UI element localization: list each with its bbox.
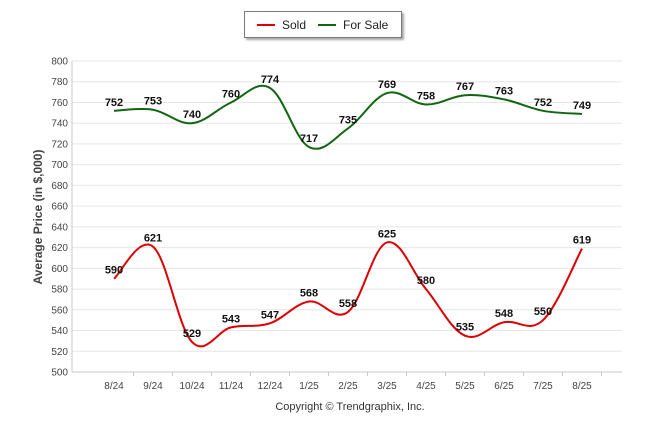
x-tick-label: 8/25 bbox=[572, 381, 592, 392]
y-tick-label: 740 bbox=[51, 119, 68, 130]
x-tick-label: 4/25 bbox=[416, 381, 436, 392]
y-tick-label: 640 bbox=[51, 222, 68, 233]
data-label-sold: 619 bbox=[573, 235, 591, 247]
data-label-sold: 621 bbox=[144, 233, 162, 245]
x-tick-label: 5/25 bbox=[455, 381, 475, 392]
y-axis-label: Average Price (in $,000) bbox=[31, 149, 45, 285]
series-line-for-sale bbox=[113, 84, 583, 150]
y-tick-label: 700 bbox=[51, 160, 68, 171]
x-tick-label: 2/25 bbox=[338, 381, 358, 392]
copyright-text: Copyright © Trendgraphix, Inc. bbox=[275, 401, 425, 413]
data-label-sold: 568 bbox=[300, 288, 318, 300]
data-label-sold: 547 bbox=[261, 309, 279, 321]
y-tick-label: 520 bbox=[51, 347, 68, 358]
x-tick-label: 6/25 bbox=[494, 381, 514, 392]
axes: 500 520 540 560 580 600 620 640 660 680 700 720 740 7… bbox=[51, 57, 622, 392]
data-label-for-sale: 767 bbox=[456, 81, 474, 93]
data-label-for-sale: 753 bbox=[144, 96, 162, 108]
legend: Sold For Sale bbox=[244, 11, 402, 38]
x-tick-label: 8/24 bbox=[104, 381, 124, 392]
data-label-for-sale: 774 bbox=[261, 74, 280, 86]
y-tick-label: 540 bbox=[51, 326, 68, 337]
series-lines bbox=[113, 84, 583, 348]
data-label-sold: 558 bbox=[339, 298, 357, 310]
data-label-for-sale: 749 bbox=[573, 100, 591, 112]
y-tick-label: 780 bbox=[51, 77, 68, 88]
data-label-for-sale: 752 bbox=[534, 97, 552, 109]
sold-line-swatch-icon bbox=[257, 23, 275, 26]
y-tick-label: 580 bbox=[51, 285, 68, 296]
data-label-sold: 543 bbox=[222, 313, 240, 325]
x-tick-label: 7/25 bbox=[533, 381, 553, 392]
x-tick-label: 10/24 bbox=[179, 381, 204, 392]
data-label-sold: 548 bbox=[495, 308, 513, 320]
legend-item-for-sale[interactable]: For Sale bbox=[318, 12, 388, 37]
data-label-for-sale: 735 bbox=[339, 114, 357, 126]
data-label-sold: 580 bbox=[417, 275, 435, 287]
y-tick-label: 620 bbox=[51, 243, 68, 254]
legend-label-for-sale: For Sale bbox=[343, 17, 389, 32]
data-label-for-sale: 740 bbox=[183, 109, 201, 121]
data-label-for-sale: 717 bbox=[300, 133, 318, 145]
data-label-for-sale: 769 bbox=[378, 79, 396, 91]
y-tick-label: 680 bbox=[51, 181, 68, 192]
data-label-sold: 529 bbox=[183, 328, 201, 340]
data-label-sold: 625 bbox=[378, 228, 396, 240]
data-label-for-sale: 763 bbox=[495, 85, 513, 97]
legend-label-sold: Sold bbox=[282, 17, 307, 32]
y-tick-label: 560 bbox=[51, 305, 68, 316]
y-tick-label: 760 bbox=[51, 98, 68, 109]
data-label-for-sale: 758 bbox=[417, 91, 435, 103]
x-tick-label: 3/25 bbox=[377, 381, 397, 392]
data-label-sold: 590 bbox=[105, 265, 123, 277]
y-tick-label: 500 bbox=[51, 368, 68, 379]
data-label-sold: 550 bbox=[534, 306, 552, 318]
x-tick-label: 12/24 bbox=[257, 381, 282, 392]
y-tick-label: 800 bbox=[51, 57, 68, 68]
data-label-for-sale: 752 bbox=[105, 97, 123, 109]
x-tick-label: 9/24 bbox=[143, 381, 163, 392]
x-tick-label: 1/25 bbox=[299, 381, 319, 392]
for-sale-line-swatch-icon bbox=[318, 23, 336, 26]
y-tick-label: 720 bbox=[51, 139, 68, 150]
x-tick-label: 11/24 bbox=[219, 381, 244, 392]
y-tick-label: 660 bbox=[51, 202, 68, 213]
y-tick-label: 600 bbox=[51, 264, 68, 275]
data-labels: 590 621 529 543 547 568 558 625 580 535 548 550 619 7… bbox=[105, 74, 591, 340]
series-line-sold bbox=[113, 241, 583, 348]
data-label-for-sale: 760 bbox=[222, 88, 240, 100]
data-label-sold: 535 bbox=[456, 322, 474, 334]
legend-item-sold[interactable]: Sold bbox=[257, 12, 306, 37]
